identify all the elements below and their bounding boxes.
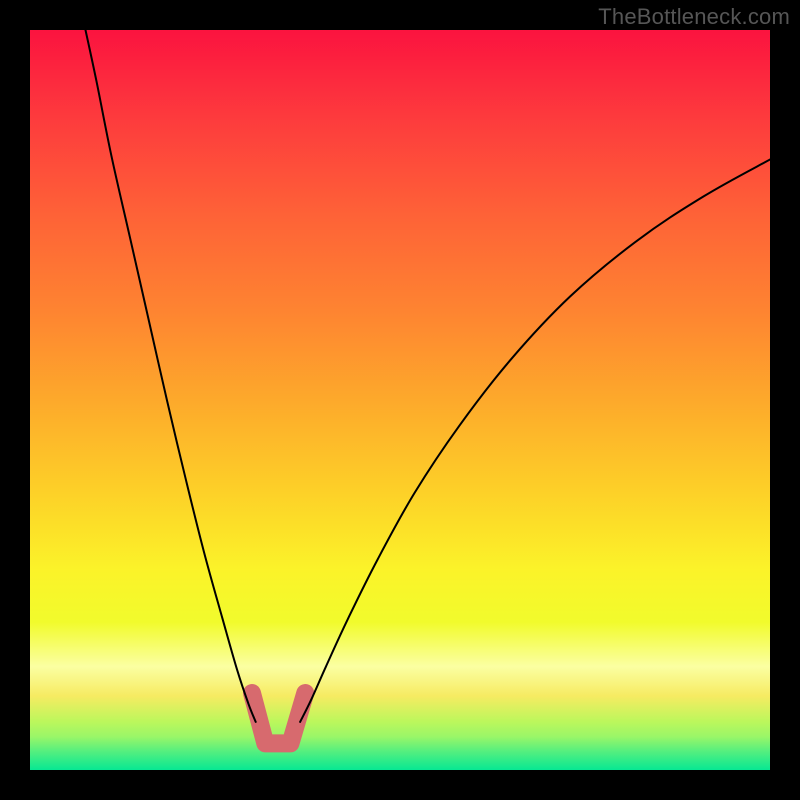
- chart-svg: [30, 30, 770, 770]
- chart-frame: TheBottleneck.com: [0, 0, 800, 800]
- plot-area: [30, 30, 770, 770]
- watermark-text: TheBottleneck.com: [598, 4, 790, 30]
- gradient-background: [30, 30, 770, 770]
